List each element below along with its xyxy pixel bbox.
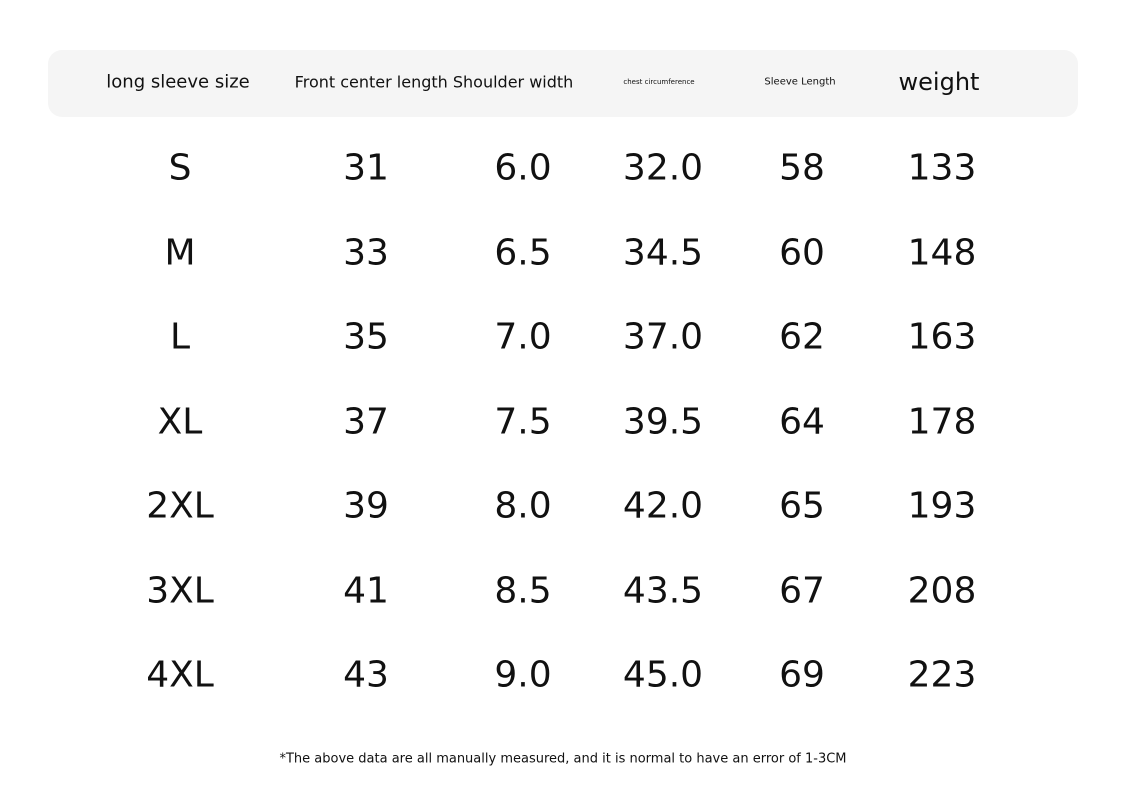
- table-cell: 60: [779, 232, 825, 273]
- header-cell: Front center length Shoulder width: [294, 72, 574, 92]
- footnote: *The above data are all manually measure…: [279, 751, 847, 767]
- table-cell: 133: [907, 147, 977, 189]
- table-cell: 45.0: [622, 654, 704, 696]
- table-cell: 7.5: [494, 401, 552, 442]
- table-cell: 69: [779, 654, 825, 696]
- table-cell: 8.0: [494, 485, 552, 527]
- header-cell: chest circumference: [623, 78, 695, 86]
- header-cell: weight: [898, 68, 980, 96]
- table-cell: 39.5: [622, 401, 704, 442]
- table-cell: 8.5: [494, 570, 552, 611]
- table-cell: 43.5: [622, 570, 704, 611]
- table-cell: 43: [343, 654, 389, 696]
- table-cell: 223: [907, 654, 977, 696]
- table-cell: 208: [907, 570, 977, 611]
- header-cell: long sleeve size: [106, 71, 250, 93]
- table-cell: 3XL: [146, 570, 214, 611]
- table-cell: 42.0: [622, 485, 704, 527]
- table-cell: 148: [907, 232, 977, 273]
- table-cell: 62: [779, 316, 825, 358]
- table-cell: XL: [157, 401, 203, 442]
- table-cell: M: [164, 232, 196, 273]
- table-cell: 34.5: [622, 232, 704, 273]
- table-cell: 178: [907, 401, 977, 442]
- table-cell: 37: [343, 401, 389, 442]
- table-cell: 7.0: [494, 316, 552, 358]
- table-cell: 6.0: [494, 147, 552, 189]
- table-cell: 31: [343, 147, 389, 189]
- table-cell: 64: [779, 401, 825, 442]
- table-cell: 9.0: [494, 654, 552, 696]
- table-cell: 193: [907, 485, 977, 527]
- table-cell: 37.0: [622, 316, 704, 358]
- header-cell: Sleeve Length: [764, 76, 836, 88]
- table-cell: 58: [779, 147, 825, 189]
- table-cell: 39: [343, 485, 389, 527]
- table-cell: 2XL: [146, 485, 214, 527]
- table-cell: 163: [907, 316, 977, 358]
- table-cell: 67: [779, 570, 825, 611]
- table-cell: 41: [343, 570, 389, 611]
- table-cell: 32.0: [622, 147, 704, 189]
- header-bar: [48, 50, 1078, 117]
- table-cell: 65: [779, 485, 825, 527]
- table-cell: 6.5: [494, 232, 552, 273]
- table-cell: S: [168, 147, 192, 189]
- table-cell: L: [169, 316, 191, 358]
- table-cell: 33: [343, 232, 389, 273]
- table-cell: 35: [343, 316, 389, 358]
- table-cell: 4XL: [146, 654, 214, 696]
